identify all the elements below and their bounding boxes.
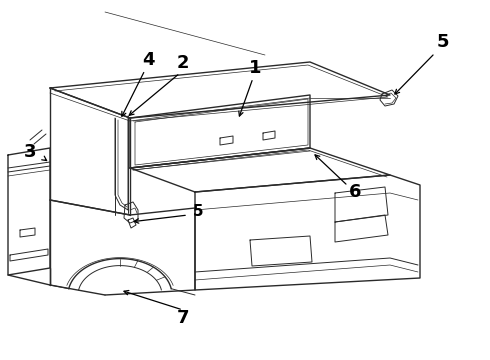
Text: 5: 5 xyxy=(437,33,449,51)
Text: 1: 1 xyxy=(249,59,261,77)
Text: 3: 3 xyxy=(24,143,36,161)
Text: 7: 7 xyxy=(177,309,189,327)
Text: 5: 5 xyxy=(193,204,203,220)
Text: 4: 4 xyxy=(142,51,154,69)
Text: 6: 6 xyxy=(349,183,361,201)
Text: 2: 2 xyxy=(177,54,189,72)
